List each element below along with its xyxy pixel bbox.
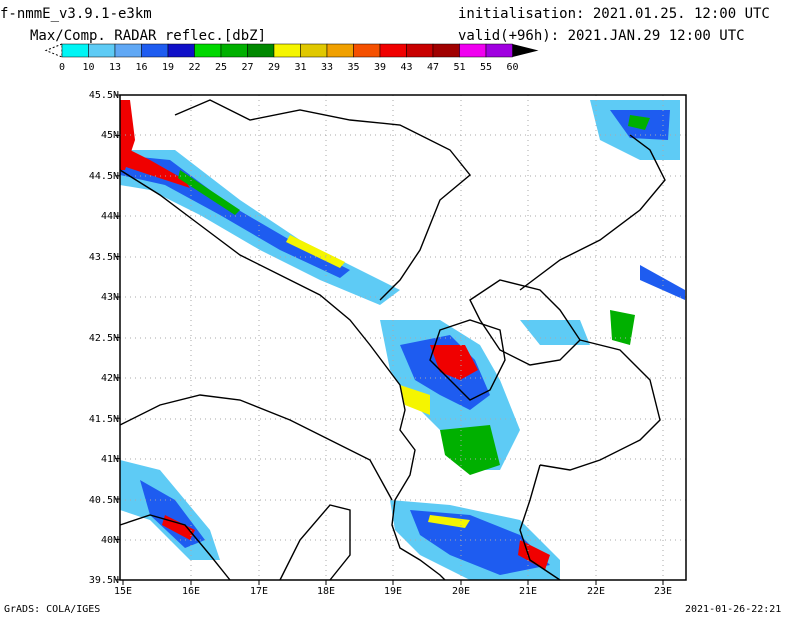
- footer-right: 2021-01-26-22:21: [685, 604, 782, 615]
- colorbar-label: 27: [241, 62, 254, 73]
- lon-label: 15E: [113, 586, 133, 597]
- lat-label: 44N: [100, 211, 119, 222]
- colorbar-label: 25: [214, 62, 228, 73]
- colorbar-label: 31: [294, 62, 307, 73]
- lat-label: 41.5N: [88, 414, 119, 425]
- colorbar-label: 39: [373, 62, 387, 73]
- lat-label: 40.5N: [88, 495, 119, 506]
- colorbar-label: 22: [188, 62, 201, 73]
- lat-label: 42.5N: [88, 333, 119, 344]
- colorbar-label: 35: [347, 62, 360, 73]
- footer-left: GrADS: COLA/IGES: [4, 604, 101, 615]
- lat-label: 39.5N: [88, 575, 119, 586]
- lon-label: 21E: [518, 586, 538, 597]
- colorbar-label: 16: [135, 62, 148, 73]
- lon-label: 16E: [181, 586, 201, 597]
- colorbar-label: 13: [108, 62, 122, 73]
- colorbar-over-triangle: [512, 44, 539, 57]
- lon-label: 20E: [451, 586, 471, 597]
- lat-label: 40N: [100, 535, 119, 546]
- colorbar-label: 47: [426, 62, 440, 73]
- lon-label: 18E: [316, 586, 336, 597]
- lat-label: 43.5N: [88, 252, 119, 263]
- colorbar-label: 43: [400, 62, 413, 73]
- colorbar-label: 10: [82, 62, 95, 73]
- lat-label: 41N: [100, 454, 119, 465]
- init-time: initialisation: 2021.01.25. 12:00 UTC: [458, 6, 770, 22]
- colorbar-label: 0: [58, 62, 66, 73]
- colorbar-label: 19: [161, 62, 175, 73]
- coastlines: [119, 99, 666, 581]
- lon-label: 23E: [653, 586, 673, 597]
- colorbar-label: 51: [453, 62, 466, 73]
- lat-label: 43N: [100, 292, 119, 303]
- lon-label: 19E: [383, 586, 403, 597]
- lon-label: 17E: [249, 586, 269, 597]
- colorbar-label: 55: [479, 62, 493, 73]
- lat-label: 42N: [100, 373, 119, 384]
- colorbar-label: 29: [267, 62, 281, 73]
- radar-echoes: [120, 100, 685, 580]
- colorbar-label: 60: [506, 62, 519, 73]
- model-title: f-nmmE_v3.9.1-e3km: [0, 6, 152, 22]
- valid-time: valid(+96h): 2021.JAN.29 12:00 UTC: [458, 28, 745, 44]
- lat-label: 44.5N: [88, 171, 119, 182]
- lat-label: 45N: [100, 130, 119, 141]
- product-title: Max/Comp. RADAR reflec.[dbZ]: [30, 28, 267, 44]
- lon-label: 22E: [586, 586, 606, 597]
- lat-label: 45.5N: [88, 90, 119, 101]
- colorbar-label: 33: [320, 62, 334, 73]
